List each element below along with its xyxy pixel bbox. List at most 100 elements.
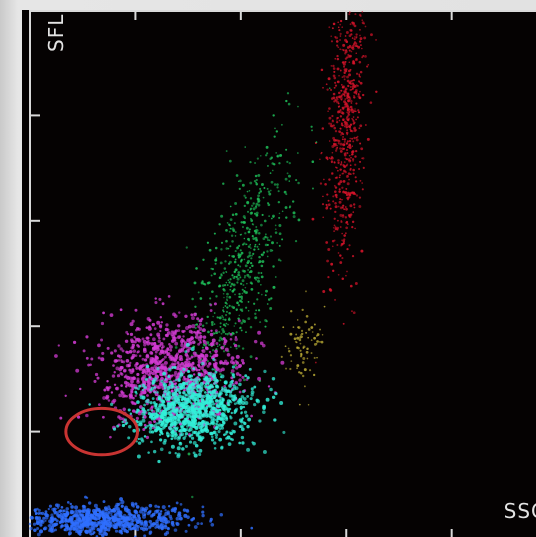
data-point-series-1 [345, 226, 348, 230]
data-point-series-4 [187, 424, 191, 427]
data-point-series-5 [69, 502, 73, 506]
data-point-series-4 [209, 372, 214, 377]
data-point-series-4 [164, 378, 167, 381]
data-point-series-1 [339, 48, 342, 51]
data-point-series-5 [159, 510, 163, 513]
data-point-series-1 [348, 110, 351, 114]
data-point-series-3 [132, 349, 137, 353]
data-point-series-2 [244, 264, 248, 268]
data-point-series-1 [346, 152, 349, 155]
data-point-series-2 [278, 162, 281, 165]
data-point-series-4 [184, 432, 189, 436]
data-point-series-2 [243, 237, 246, 240]
data-point-series-3 [128, 395, 133, 400]
data-point-series-5 [137, 519, 142, 523]
data-point-series-3 [121, 394, 125, 398]
data-point-series-4 [184, 435, 187, 438]
data-point-series-5 [107, 511, 111, 514]
data-point-series-1 [351, 37, 354, 39]
data-point-series-1 [353, 206, 356, 209]
data-point-series-3 [113, 371, 116, 374]
data-point-series-2 [228, 317, 231, 319]
data-point-series-4 [162, 417, 167, 421]
data-point-series-6 [319, 341, 321, 343]
data-point-series-1 [361, 56, 364, 59]
data-point-series-3 [131, 355, 135, 359]
data-point-series-3 [131, 343, 135, 347]
data-point-series-6 [315, 342, 318, 345]
data-point-series-4 [175, 413, 179, 417]
data-point-series-1 [344, 98, 347, 101]
data-point-series-2 [253, 212, 257, 215]
scatter-plot-panel: SFL SSC [22, 10, 536, 537]
data-point-series-2 [247, 269, 250, 271]
data-point-series-5 [128, 522, 132, 526]
data-point-series-1 [351, 145, 354, 147]
data-point-series-5 [104, 507, 109, 512]
data-point-series-2 [278, 232, 282, 236]
data-point-series-2 [247, 230, 251, 234]
data-point-series-3 [166, 347, 170, 351]
data-point-series-1 [319, 182, 323, 185]
data-point-series-2 [311, 187, 314, 190]
data-point-series-2 [230, 305, 234, 308]
data-point-series-1 [346, 94, 349, 98]
data-point-series-4 [238, 382, 242, 387]
data-point-series-6 [293, 337, 297, 341]
data-point-series-3 [148, 420, 152, 425]
data-point-series-2 [218, 344, 221, 346]
data-point-series-4 [255, 398, 259, 403]
data-point-series-3 [146, 341, 151, 346]
data-point-series-4 [178, 429, 181, 433]
data-point-series-3 [214, 329, 218, 332]
data-point-series-4 [157, 405, 162, 410]
data-point-series-2 [243, 378, 246, 382]
data-point-series-3 [190, 355, 194, 359]
data-point-series-1 [345, 164, 348, 167]
data-point-series-5 [80, 513, 85, 517]
data-point-series-1 [339, 163, 342, 166]
data-point-series-2 [238, 314, 241, 317]
data-point-series-3 [226, 361, 230, 365]
data-point-series-1 [352, 111, 355, 114]
data-point-series-2 [256, 298, 259, 301]
data-point-series-1 [340, 134, 342, 136]
data-point-series-3 [193, 331, 196, 334]
data-point-series-3 [157, 385, 162, 390]
data-point-series-3 [190, 313, 194, 317]
data-point-series-2 [275, 130, 279, 133]
data-point-series-1 [330, 88, 333, 91]
data-point-series-6 [288, 349, 291, 353]
data-point-series-1 [339, 174, 341, 177]
data-point-series-2 [277, 200, 281, 204]
data-point-series-1 [353, 62, 356, 65]
data-point-series-3 [119, 308, 123, 312]
data-point-series-6 [321, 334, 324, 336]
data-point-series-1 [334, 193, 338, 197]
data-point-series-4 [241, 389, 246, 394]
data-point-series-1 [334, 205, 338, 209]
data-point-series-4 [214, 370, 218, 374]
data-point-series-4 [134, 386, 138, 390]
data-point-series-1 [353, 122, 356, 125]
data-point-series-2 [252, 202, 255, 205]
data-point-series-6 [289, 367, 292, 371]
data-point-series-3 [124, 339, 129, 344]
data-point-series-5 [38, 529, 44, 534]
data-point-series-2 [257, 271, 260, 275]
data-point-series-6 [284, 345, 287, 348]
data-point-series-1 [358, 75, 361, 77]
data-point-series-3 [202, 335, 207, 339]
data-point-series-3 [213, 302, 217, 306]
data-point-series-6 [290, 310, 293, 313]
data-point-series-3 [210, 329, 213, 333]
data-point-series-1 [336, 146, 339, 149]
data-point-series-2 [195, 267, 198, 270]
data-point-series-2 [228, 311, 231, 315]
data-point-series-3 [202, 373, 206, 378]
data-point-series-1 [349, 284, 353, 288]
data-point-series-5 [70, 505, 74, 509]
data-point-series-4 [112, 427, 117, 431]
data-point-series-2 [213, 272, 217, 276]
data-point-series-6 [285, 367, 288, 370]
